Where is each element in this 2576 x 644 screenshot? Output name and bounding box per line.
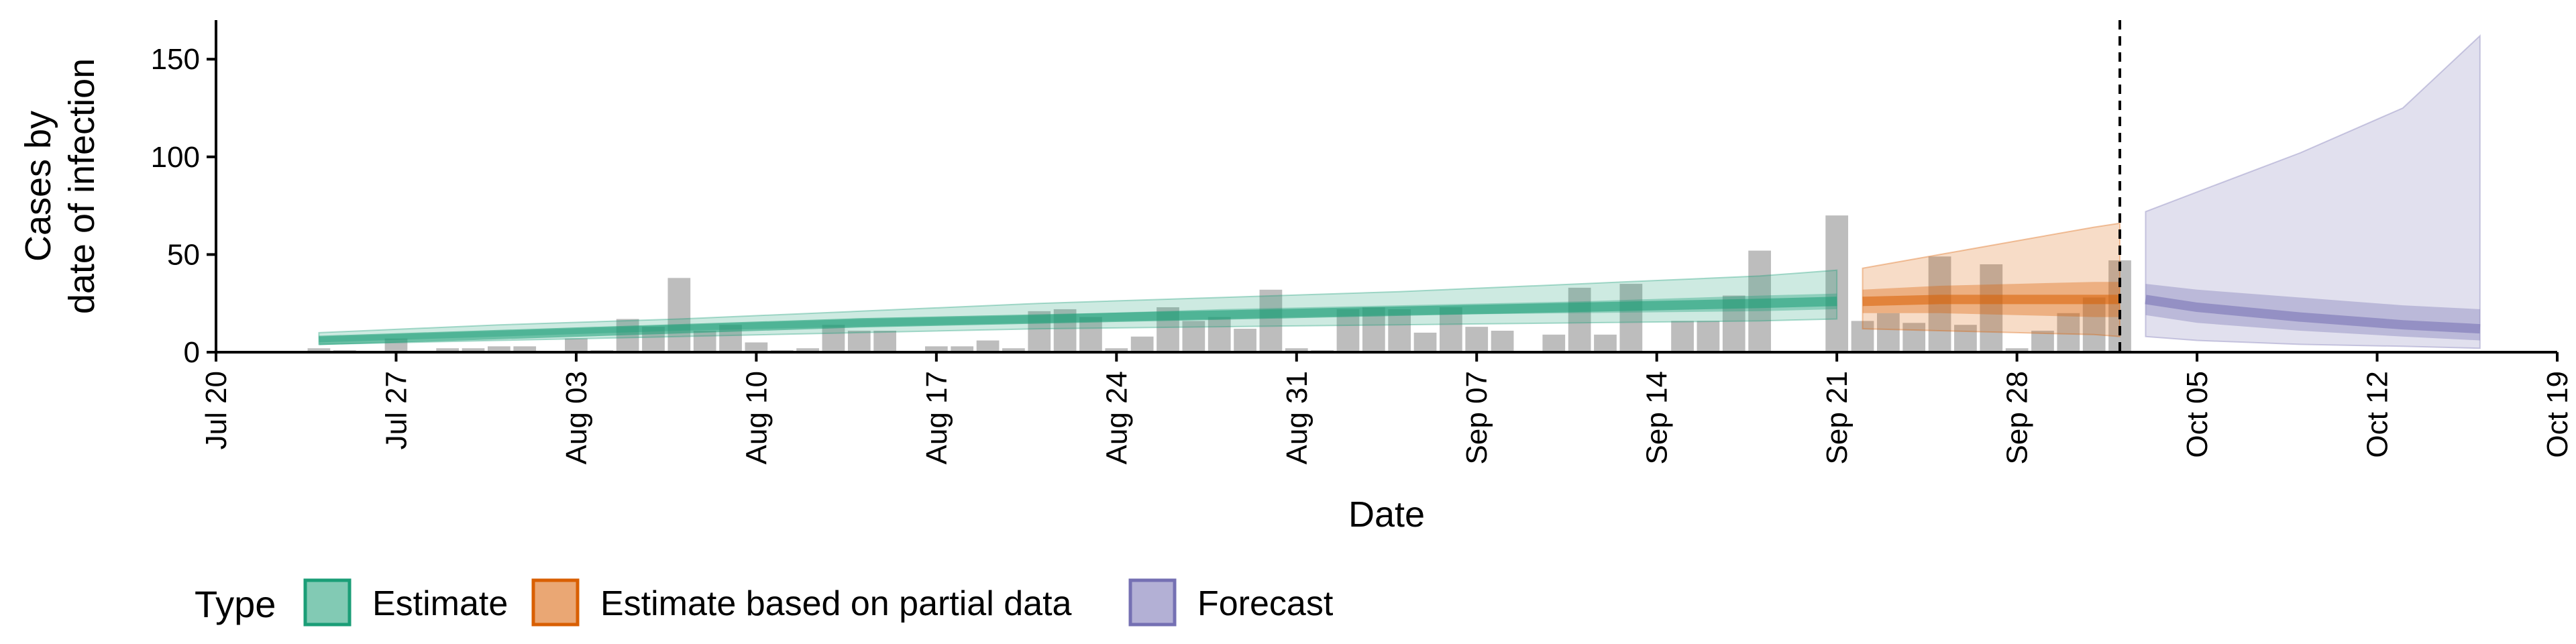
bar: [1234, 329, 1256, 352]
legend-key-estimate-based-on-partial-data: [531, 578, 580, 627]
bar: [1208, 317, 1231, 352]
bar: [796, 348, 819, 352]
bar: [951, 346, 974, 352]
bar: [1542, 334, 1566, 352]
bar: [2057, 313, 2080, 352]
legend-label-estimate: Estimate: [372, 584, 508, 623]
x-tick-label: Jul 20: [200, 371, 233, 449]
bar: [1568, 287, 1591, 352]
x-tick-label: Aug 03: [560, 371, 593, 464]
bar: [1954, 325, 1977, 352]
bar: [1671, 321, 1694, 352]
forecast-outer-band: [2145, 34, 2481, 350]
y-tick-label: 50: [167, 238, 200, 271]
bar: [1465, 327, 1489, 352]
legend-title: Type: [195, 583, 276, 625]
bar: [307, 348, 331, 352]
plot-area: [307, 20, 2481, 352]
bar: [693, 330, 716, 352]
bar: [873, 330, 897, 352]
bar: [565, 338, 588, 352]
x-axis: Jul 20 Jul 27 Aug 03 Aug 10 Aug 17 Aug 24 Aug …: [200, 351, 2574, 464]
bar: [976, 340, 1000, 352]
bar: [1980, 264, 2003, 352]
bar: [2005, 348, 2029, 352]
forecast-median-line: [2145, 294, 2481, 334]
bar: [1002, 348, 1025, 352]
bar: [513, 346, 537, 352]
bar: [1388, 309, 1411, 352]
x-tick-label: Oct 12: [2361, 371, 2394, 458]
x-tick-label: Aug 24: [1100, 371, 1133, 464]
bar: [1876, 313, 1900, 352]
estimate-median-line: [319, 297, 1837, 345]
bar: [1130, 336, 1154, 352]
bar: [822, 325, 845, 352]
x-tick-label: Sep 07: [1460, 371, 1493, 464]
bar: [1825, 215, 1849, 352]
legend: Type Estimate Estimate based on partial d…: [195, 578, 1334, 627]
y-axis-title-line-2: date of infection: [62, 58, 102, 314]
x-tick-label: Oct 05: [2181, 371, 2214, 458]
x-tick-label: Aug 31: [1281, 371, 1313, 464]
bar: [667, 278, 691, 352]
bar: [1259, 289, 1283, 352]
x-tick-label: Aug 10: [740, 371, 773, 464]
estimate-based-on-partial-data-outer-band: [1862, 222, 2121, 337]
bar: [1413, 332, 1437, 352]
estimate-based-on-partial-data-median-line: [1862, 294, 2120, 307]
bar: [847, 330, 871, 352]
x-tick-label: Aug 17: [920, 371, 953, 464]
bar: [436, 348, 460, 352]
bar: [924, 346, 948, 352]
bar: [462, 348, 485, 352]
y-axis: 0 50 100 150: [151, 20, 217, 369]
bar: [616, 319, 639, 352]
x-tick-label: Sep 28: [2001, 371, 2034, 464]
x-tick-label: Sep 21: [1821, 371, 1854, 464]
bar: [745, 342, 768, 352]
bar: [1697, 321, 1720, 352]
bar: [1851, 321, 1874, 352]
bar: [1491, 330, 1514, 352]
legend-label-estimate-based-on-partial-data: Estimate based on partial data: [600, 584, 1072, 623]
bar: [1902, 323, 1926, 352]
bar: [1105, 348, 1128, 352]
legend-label-forecast: Forecast: [1197, 584, 1334, 623]
legend-key-forecast: [1128, 578, 1177, 627]
y-axis-title-line-1: Cases by: [18, 111, 58, 262]
bar: [1285, 348, 1308, 352]
bar: [1079, 317, 1102, 352]
bar: [2108, 260, 2131, 352]
x-tick-label: Oct 19: [2541, 371, 2574, 458]
bar: [2082, 297, 2106, 352]
y-tick-label: 100: [151, 141, 200, 174]
bar: [2031, 330, 2054, 352]
x-tick-label: Sep 14: [1641, 371, 1674, 464]
bar: [487, 346, 511, 352]
legend-key-estimate: [303, 578, 352, 627]
x-tick-label: Jul 27: [380, 371, 413, 449]
y-tick-label: 0: [184, 336, 200, 369]
y-tick-label: 150: [151, 43, 200, 76]
bar: [1594, 334, 1617, 352]
bar: [1182, 321, 1205, 352]
bar: [1619, 284, 1643, 352]
x-axis-title: Date: [1348, 494, 1425, 535]
